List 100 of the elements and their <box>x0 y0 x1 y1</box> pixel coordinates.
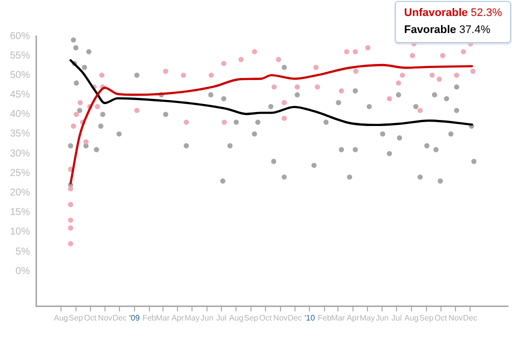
x-tick-label: '09 <box>129 313 140 322</box>
point <box>94 147 100 152</box>
point <box>338 147 344 152</box>
point <box>396 135 402 140</box>
point <box>471 158 477 164</box>
x-tick-label: Mar <box>331 313 346 322</box>
annotation: 37.4% <box>459 24 490 36</box>
point <box>116 131 122 137</box>
point <box>282 100 287 106</box>
point <box>252 49 258 54</box>
point <box>227 143 233 148</box>
point <box>268 104 274 110</box>
point <box>74 112 79 117</box>
point <box>86 49 92 54</box>
point <box>98 124 104 129</box>
point <box>208 92 214 98</box>
point <box>433 147 439 152</box>
point <box>294 84 300 90</box>
point <box>440 52 446 58</box>
point <box>68 143 74 148</box>
x-tick-label: Dec <box>462 313 478 322</box>
point <box>82 64 88 70</box>
y-tick-label: 60% <box>10 30 30 42</box>
point <box>444 96 450 102</box>
x-tick-label: Nov <box>273 313 288 322</box>
point <box>68 202 74 208</box>
point <box>282 174 287 180</box>
point <box>180 72 186 78</box>
x-tick-label: Oct <box>434 313 448 322</box>
x-tick-label: Jun <box>376 313 389 322</box>
x-tick-label: Feb <box>142 313 157 322</box>
point <box>83 139 89 144</box>
point <box>352 88 358 94</box>
point <box>424 143 430 148</box>
x-tick-label: Nov <box>98 313 112 322</box>
point <box>380 131 386 137</box>
x-tick-label: Sep <box>68 313 84 322</box>
x-tick-label: Jul <box>216 313 227 322</box>
y-tick-label: 40% <box>10 109 30 120</box>
x-tick-label: Aug <box>404 313 419 322</box>
y-tick-label: 30% <box>10 148 30 160</box>
y-tick-label: 45% <box>10 90 30 101</box>
point <box>238 56 244 62</box>
x-tick-label: '10 <box>304 313 316 322</box>
point <box>386 150 392 156</box>
point <box>74 80 79 86</box>
x-tick-label: Aug <box>54 313 68 322</box>
point <box>454 108 460 114</box>
point <box>413 104 418 110</box>
point <box>460 49 466 54</box>
point <box>163 68 168 74</box>
x-tick-label: Nov <box>448 313 463 322</box>
y-tick-label: 25% <box>10 168 30 179</box>
point <box>73 45 78 50</box>
point <box>418 108 423 114</box>
x-tick-label: Apr <box>171 313 184 322</box>
point <box>410 52 416 58</box>
point <box>78 100 83 106</box>
x-tick-label: Dec <box>288 313 302 322</box>
point <box>271 158 276 164</box>
point <box>221 96 226 102</box>
point <box>344 49 350 54</box>
x-tick-label: May <box>184 313 200 322</box>
point <box>208 72 214 78</box>
point <box>396 80 402 86</box>
point <box>222 120 227 125</box>
x-tick-label: Aug <box>229 313 244 322</box>
point <box>313 64 319 70</box>
point <box>184 120 189 125</box>
point <box>365 45 370 50</box>
y-tick-label: 15% <box>10 207 30 218</box>
point <box>418 174 423 180</box>
x-tick-label: Jul <box>391 313 402 322</box>
point <box>346 174 352 180</box>
point <box>470 68 476 74</box>
x-tick-label: Jun <box>200 313 214 322</box>
point <box>68 218 74 223</box>
point <box>276 56 282 62</box>
point <box>436 76 442 82</box>
point <box>432 92 438 98</box>
x-tick-label: Sep <box>419 313 434 322</box>
point <box>221 60 226 66</box>
point <box>454 84 460 90</box>
point <box>396 92 402 98</box>
point <box>134 72 140 78</box>
x-tick-label: May <box>360 313 375 322</box>
point <box>68 225 74 231</box>
x-tick-label: Feb <box>318 313 332 322</box>
text: Favorable <box>404 24 456 36</box>
y-tick-label: 0% <box>16 266 30 277</box>
point <box>255 120 260 125</box>
y-tick-label: 50% <box>10 70 30 81</box>
point <box>282 64 287 70</box>
y-tick-label: 10% <box>10 226 30 238</box>
y-tick-label: 20% <box>10 188 30 199</box>
point <box>68 186 74 192</box>
y-tick-label: 55% <box>10 50 30 62</box>
x-tick-label: Oct <box>84 313 98 322</box>
text: Unfavorable <box>404 7 468 19</box>
point <box>336 100 342 106</box>
